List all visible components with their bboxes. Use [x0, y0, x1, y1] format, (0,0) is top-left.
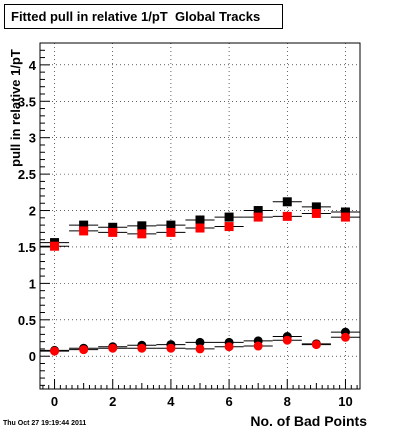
data-point-square	[79, 220, 89, 230]
y-tick-label: 0.5	[18, 313, 36, 328]
data-point-circle	[340, 332, 350, 342]
y-tick-label: 3	[29, 131, 36, 146]
axes: 0 2 4 6 8 10 0 0.5 1 1.5 2 2.5 3 3.5 4	[18, 49, 358, 409]
data-point-circle	[195, 337, 205, 347]
data-point-square	[282, 197, 292, 207]
data-point-square	[137, 221, 147, 231]
data-point-circle	[224, 342, 234, 352]
data-point-square	[166, 227, 176, 237]
data-series	[40, 197, 360, 356]
x-tick-label: 8	[284, 394, 291, 409]
chart-title: Fitted pull in relative 1/pT Global Trac…	[4, 4, 283, 29]
data-point-square	[311, 202, 321, 212]
x-axis-label: No. of Bad Points	[250, 413, 367, 429]
data-point-square	[166, 220, 176, 230]
data-point-square	[195, 215, 205, 225]
data-point-square	[224, 212, 234, 222]
data-point-square	[282, 211, 292, 221]
y-tick-label: 4	[29, 58, 37, 73]
data-point-square	[108, 227, 118, 237]
timestamp: Thu Oct 27 19:19:44 2011	[3, 420, 87, 427]
data-point-square	[50, 241, 60, 251]
y-tick-label: 1.5	[18, 240, 36, 255]
y-tick-label: 2.5	[18, 167, 36, 182]
x-tick-label: 4	[167, 394, 175, 409]
data-point-circle	[253, 341, 263, 351]
data-point-square	[108, 222, 118, 232]
data-point-square	[340, 207, 350, 217]
data-point-square	[253, 206, 263, 216]
data-point-square	[340, 212, 350, 222]
x-tick-label: 2	[109, 394, 116, 409]
data-point-circle	[166, 343, 176, 353]
data-point-square	[137, 229, 147, 239]
data-point-circle	[79, 345, 89, 355]
y-tick-label: 0	[29, 349, 36, 364]
x-tick-label: 6	[225, 394, 232, 409]
y-tick-label: 1	[29, 276, 36, 291]
data-point-square	[224, 222, 234, 232]
data-point-square	[253, 212, 263, 222]
grid	[40, 43, 360, 389]
data-point-circle	[195, 344, 205, 354]
y-axis-label: pull in relative 1/pT	[8, 49, 23, 167]
x-tick-label: 0	[51, 394, 58, 409]
data-point-circle	[311, 340, 321, 350]
data-point-circle	[282, 335, 292, 345]
data-point-circle	[50, 346, 60, 356]
data-point-square	[195, 223, 205, 233]
data-point-square	[311, 208, 321, 218]
y-tick-label: 3.5	[18, 94, 36, 109]
x-tick-label: 10	[338, 394, 352, 409]
data-point-circle	[108, 343, 118, 353]
data-point-circle	[137, 343, 147, 353]
y-tick-label: 2	[29, 204, 36, 219]
data-point-square	[79, 226, 89, 236]
